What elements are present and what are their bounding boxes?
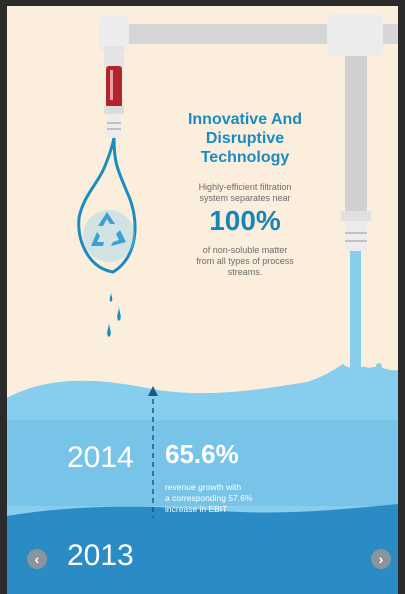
infographic-panel: Innovative And Disruptive Technology Hig… bbox=[7, 6, 398, 594]
infographic-artwork bbox=[7, 14, 398, 594]
recycle-icon bbox=[91, 212, 126, 246]
growth-value: 65.6% bbox=[165, 439, 239, 469]
vertical-pipe bbox=[345, 56, 367, 216]
thermometer-icon bbox=[106, 66, 122, 108]
next-slide-button[interactable]: › bbox=[371, 549, 391, 569]
faucet-nozzle bbox=[107, 114, 121, 138]
highlight-percentage: 100% bbox=[209, 205, 281, 236]
small-drop bbox=[109, 292, 113, 302]
year-previous: 2013 bbox=[67, 539, 134, 572]
growth-description: revenue growth with a corresponding 57.6… bbox=[165, 482, 253, 514]
feature-description-bottom: of non-soluble matter from all types of … bbox=[196, 245, 294, 277]
left-pipe-down bbox=[104, 46, 124, 68]
water-stream bbox=[350, 251, 361, 411]
water-layer-2013 bbox=[7, 504, 398, 594]
right-pipe-outlet bbox=[345, 221, 367, 251]
horizontal-pipe bbox=[125, 24, 365, 44]
chevron-right-icon: › bbox=[378, 551, 384, 567]
small-drop bbox=[107, 322, 111, 337]
feature-description-top: Highly-efficient filtration system separ… bbox=[198, 182, 292, 203]
left-pipe-elbow bbox=[99, 16, 129, 52]
small-drop bbox=[117, 306, 121, 321]
feature-heading: Innovative And Disruptive Technology bbox=[187, 111, 303, 166]
chevron-left-icon: ‹ bbox=[34, 551, 40, 567]
arrow-up-icon bbox=[148, 386, 158, 396]
year-current: 2014 bbox=[67, 441, 134, 474]
water-layer-2014 bbox=[7, 420, 398, 506]
previous-slide-button[interactable]: ‹ bbox=[27, 549, 47, 569]
right-pipe-joint bbox=[327, 14, 383, 56]
